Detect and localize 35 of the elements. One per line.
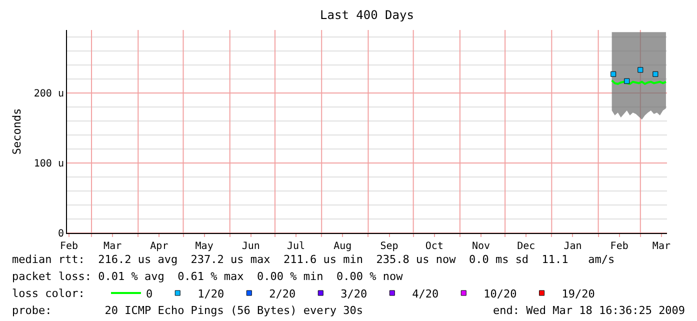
text: end: Wed Mar 18 16:36:25 2009: [493, 304, 686, 317]
x-tick-label: Feb: [60, 241, 78, 252]
x-tick-label: Apr: [150, 241, 168, 252]
legend-label: 10/20: [484, 287, 517, 300]
x-tick-label: Mar: [652, 241, 670, 252]
text: packet loss: 0.01 % avg 0.61 % max 0.00 % min 0.00 % now: [12, 270, 404, 283]
y-axis-title: Seconds: [10, 108, 24, 155]
x-tick-label: Jun: [242, 241, 260, 252]
legend-label: 1/20: [198, 287, 224, 300]
x-tick-label: May: [195, 241, 214, 252]
y-tick-label: 0: [58, 228, 64, 240]
x-tick-label: Mar: [104, 241, 122, 252]
y-tick-label: 100 u: [34, 158, 64, 170]
x-tick-label: Aug: [334, 241, 352, 252]
legend-label: 3/20: [340, 287, 368, 300]
legend-label: 2/20: [269, 287, 296, 300]
y-tick-label: 200 u: [34, 88, 64, 100]
x-tick-label: Jul: [287, 241, 306, 252]
legend-label: 4/20: [412, 287, 439, 300]
x-tick-label: Jan: [564, 241, 582, 252]
point: [610, 71, 616, 77]
text: loss color:: [12, 287, 85, 300]
x-tick-label: Nov: [472, 241, 490, 252]
text: probe: 20 ICMP Echo Pings (56 Bytes) every 30s: [12, 304, 363, 317]
legend-label: 19/20: [562, 287, 595, 300]
point: [652, 71, 658, 77]
point: [624, 78, 630, 84]
chart-title: Last 400 Days: [320, 8, 414, 22]
x-tick-label: Dec: [517, 241, 536, 252]
x-tick-label: Sep: [380, 241, 398, 252]
legend-label: 0: [146, 287, 153, 300]
text: median rtt: 216.2 us avg 237.2 us max 211.6 us min 235.8 us now 0.0 ms sd 11.1 am/s: [12, 253, 615, 266]
x-tick-label: Oct: [425, 241, 444, 252]
x-tick-label: Feb: [610, 241, 628, 252]
point: [638, 67, 644, 73]
